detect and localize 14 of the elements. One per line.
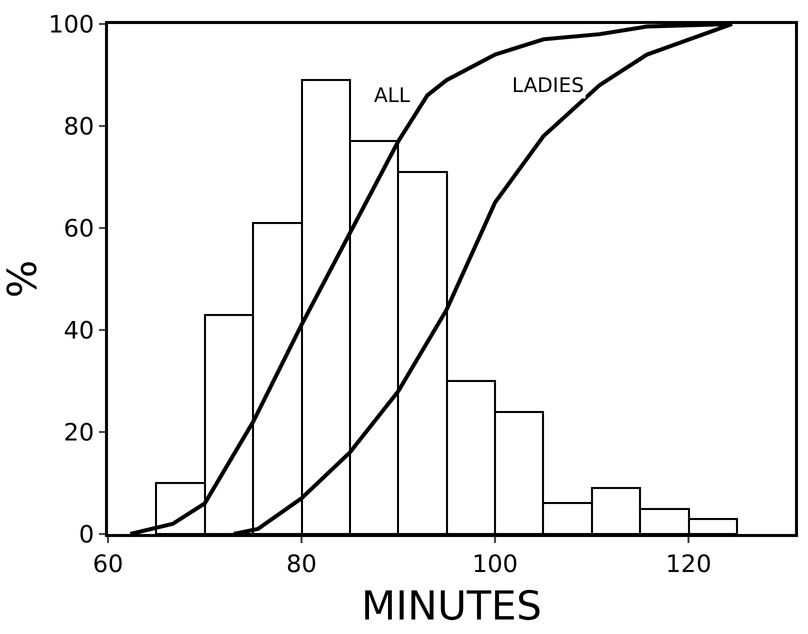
x-tick-label: 80: [286, 550, 317, 578]
series-label: ALL: [374, 83, 411, 107]
y-tick-label: 100: [48, 10, 94, 38]
x-tick-label: 60: [92, 550, 124, 578]
series-label: LADIES: [512, 73, 584, 97]
y-tick-label: 80: [64, 112, 94, 140]
x-tick-label: 100: [472, 550, 518, 578]
y-tick-label: 20: [64, 418, 94, 446]
y-tick-label: 40: [64, 316, 94, 344]
y-tick-label: 60: [64, 214, 94, 242]
y-tick-label: 0: [78, 520, 94, 548]
x-tick-label: 120: [666, 550, 712, 578]
y-axis-title: %: [0, 260, 46, 298]
x-axis-title: MINUTES: [361, 583, 542, 630]
